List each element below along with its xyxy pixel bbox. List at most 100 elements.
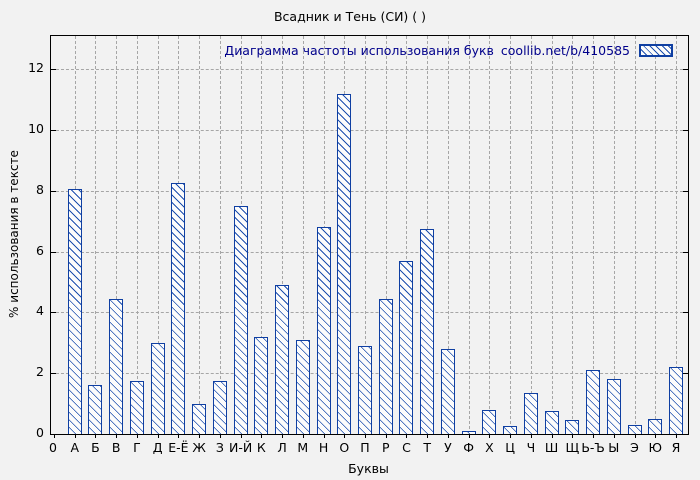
- bar-П: [358, 345, 372, 434]
- x-tick-label-Т: Т: [423, 440, 432, 455]
- bar-Л: [275, 285, 290, 434]
- legend: Диаграмма частоты использования букв cool…: [224, 43, 673, 58]
- y-tick-mark: [51, 69, 56, 71]
- bar-М: [295, 339, 310, 434]
- x-tick-label-Б: Б: [91, 440, 100, 455]
- bar-Х: [482, 409, 497, 434]
- bar-Т: [420, 228, 435, 434]
- v-gridline: [282, 36, 284, 434]
- x-tick-mark: [116, 434, 118, 438]
- bar-Ч: [523, 393, 538, 434]
- v-gridline: [468, 36, 470, 434]
- y-tick-mark: [51, 312, 56, 314]
- v-gridline: [530, 36, 532, 434]
- x-tick-mark: [427, 434, 429, 438]
- v-gridline: [136, 36, 138, 434]
- x-tick-label-Ы: Ы: [608, 440, 620, 455]
- x-tick-mark: [593, 434, 595, 438]
- y-tick-label: 12: [28, 60, 44, 76]
- bar-Ь-Ъ: [586, 370, 601, 434]
- bar-Е-Ё: [171, 183, 186, 434]
- h-gridline: [51, 69, 688, 71]
- y-tick-label: 10: [28, 121, 44, 137]
- x-tick-label-Э: Э: [630, 440, 639, 455]
- v-gridline: [385, 36, 387, 434]
- x-tick-mark: [447, 434, 449, 438]
- bar-В: [109, 298, 124, 434]
- x-tick-mark: [385, 434, 387, 438]
- v-gridline: [655, 36, 657, 434]
- y-tick-label: 2: [36, 364, 44, 380]
- v-gridline: [157, 36, 159, 434]
- h-gridline: [51, 251, 688, 253]
- v-gridline: [676, 36, 677, 434]
- y-tick-mark: [683, 69, 688, 71]
- x-tick-mark: [54, 434, 55, 438]
- x-tick-label-Щ: Щ: [565, 440, 580, 455]
- bar-Н: [316, 227, 331, 434]
- x-tick-mark: [95, 434, 97, 438]
- x-tick-mark: [365, 434, 366, 438]
- bar-Ш: [544, 411, 559, 434]
- x-tick-label-Е-Ё: Е-Ё: [168, 440, 189, 455]
- bar-Э: [627, 424, 642, 434]
- bar-Б: [88, 385, 103, 434]
- bar-Я: [669, 367, 683, 434]
- h-gridline: [51, 130, 688, 132]
- y-tick-mark: [683, 312, 688, 314]
- v-gridline: [510, 36, 512, 434]
- y-tick-mark: [683, 434, 688, 435]
- x-tick-mark: [74, 434, 76, 438]
- x-tick-mark: [302, 434, 304, 438]
- x-tick-mark: [655, 434, 657, 438]
- bar-Ю: [648, 418, 663, 434]
- x-tick-mark: [634, 434, 636, 438]
- legend-title-text: Диаграмма частоты использования букв: [224, 43, 494, 58]
- v-gridline: [634, 36, 636, 434]
- y-tick-label: 6: [36, 242, 44, 258]
- plot-area: Диаграмма частоты использования букв cool…: [50, 35, 689, 438]
- x-tick-label-С: С: [402, 440, 411, 455]
- bar-С: [399, 260, 414, 434]
- y-tick-mark: [51, 434, 56, 435]
- bar-И-Й: [233, 206, 248, 434]
- x-tick-label-М: М: [297, 440, 309, 455]
- x-tick-mark: [489, 434, 491, 438]
- x-tick-mark: [261, 434, 263, 438]
- v-gridline: [116, 36, 118, 434]
- legend-label: Диаграмма частоты использования букв cool…: [224, 43, 630, 58]
- x-tick-label-Ч: Ч: [526, 440, 536, 455]
- v-gridline: [613, 36, 615, 434]
- x-tick-mark: [219, 434, 221, 438]
- bar-Ф: [461, 430, 476, 434]
- x-tick-label-Ф: Ф: [463, 440, 475, 455]
- h-gridline: [51, 190, 688, 192]
- x-tick-mark: [613, 434, 615, 438]
- x-tick-label-Д: Д: [152, 440, 163, 455]
- x-tick-label-Р: Р: [381, 440, 390, 455]
- y-tick-label: 4: [36, 303, 44, 319]
- bar-Ж: [192, 403, 207, 434]
- x-tick-mark: [240, 434, 242, 438]
- x-tick-mark: [510, 434, 512, 438]
- bar-З: [212, 380, 227, 434]
- bar-Ц: [503, 426, 518, 434]
- y-tick-label: 8: [36, 181, 44, 197]
- x-axis-label: Буквы: [348, 461, 389, 476]
- bar-Д: [150, 342, 165, 434]
- x-tick-label-А: А: [70, 440, 79, 455]
- x-tick-label-З: З: [215, 440, 224, 455]
- v-gridline: [551, 36, 553, 434]
- x-tick-mark: [157, 434, 159, 438]
- y-tick-mark: [51, 130, 56, 132]
- x-tick-mark: [344, 434, 346, 438]
- x-origin-label: 0: [49, 440, 57, 455]
- legend-source-text: coollib.net/b/410585: [500, 43, 630, 58]
- x-tick-mark: [530, 434, 532, 438]
- v-gridline: [365, 36, 366, 434]
- y-tick-mark: [683, 373, 688, 375]
- x-tick-label-Ю: Ю: [648, 440, 663, 455]
- x-tick-mark: [406, 434, 408, 438]
- v-gridline: [95, 36, 97, 434]
